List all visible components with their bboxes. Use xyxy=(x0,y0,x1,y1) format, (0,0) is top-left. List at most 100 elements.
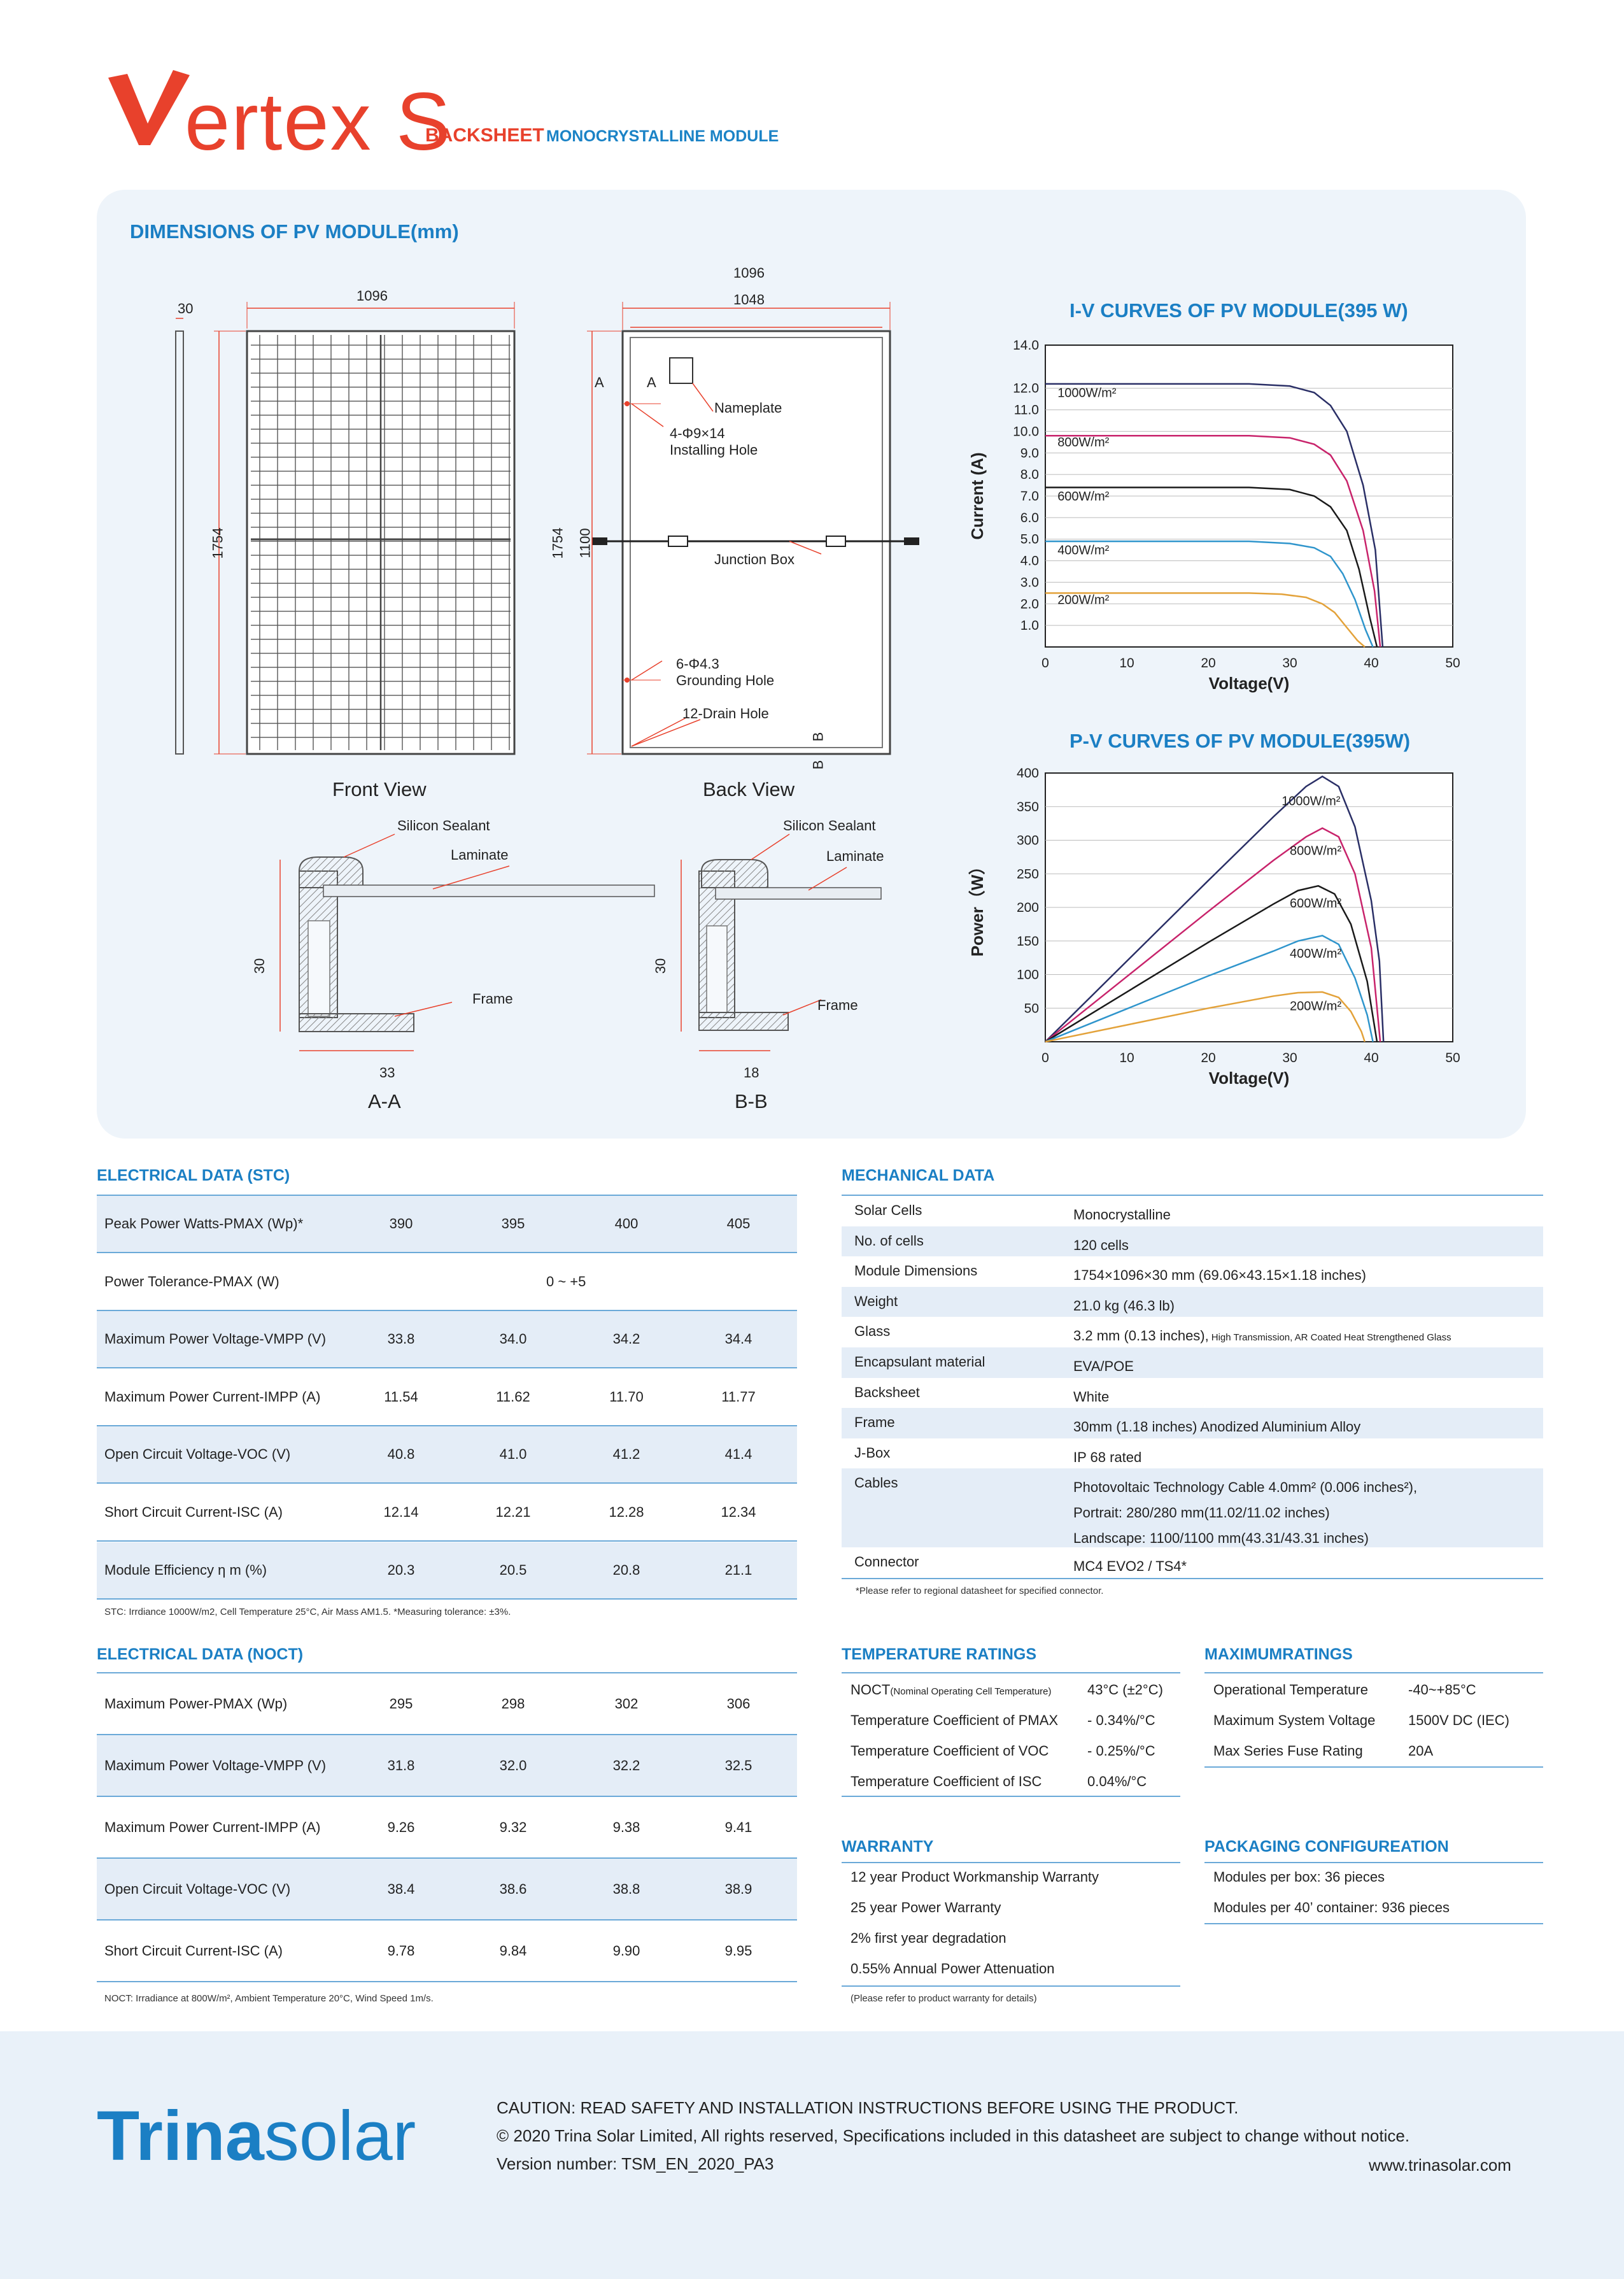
side-thickness-label: 30 xyxy=(178,301,194,316)
noct-value: 9.90 xyxy=(612,1942,640,1959)
noct-value: 32.2 xyxy=(612,1757,640,1773)
maximum-row: Maximum System Voltage 1500V DC (IEC) xyxy=(1204,1705,1543,1736)
mechanical-value-small: High Transmission, AR Coated Heat Streng… xyxy=(1211,1332,1451,1344)
section-b-b xyxy=(681,834,882,1051)
y-tick-label: 7.0 xyxy=(1020,489,1039,504)
noct-value: 302 xyxy=(614,1695,639,1712)
noct-row-label: Maximum Power Voltage-VMPP (V) xyxy=(104,1757,327,1773)
mechanical-label: Weight xyxy=(854,1293,898,1309)
warranty-item: 0.55% Annual Power Attenuation xyxy=(851,1961,1055,1977)
aa-frame-label: Frame xyxy=(472,991,513,1007)
noct-row-label: Open Circuit Voltage-VOC (V) xyxy=(104,1880,291,1897)
y-tick-label: 350 xyxy=(1017,800,1039,814)
hole-span-label: 1100 xyxy=(577,528,593,558)
mechanical-value: 1754×1096×30 mm (69.06×43.15×1.18 inches… xyxy=(1073,1263,1366,1288)
warranty-title: WARRANTY xyxy=(842,1838,934,1856)
stc-row: Module Efficiency η m (%) 20.3 20.5 20.8 21.… xyxy=(97,1542,797,1598)
stc-value: 11.62 xyxy=(496,1388,530,1405)
table-rule xyxy=(97,1598,797,1600)
x-tick-label: 20 xyxy=(1201,656,1215,671)
x-axis-label: Voltage(V) xyxy=(1209,1069,1290,1088)
mechanical-label: Connector xyxy=(854,1554,919,1570)
x-tick-label: 40 xyxy=(1364,1051,1378,1065)
mechanical-value-text: Photovoltaic Technology Cable 4.0mm² (0.… xyxy=(1073,1479,1418,1496)
noct-value: 9.95 xyxy=(724,1942,752,1959)
mechanical-value-text: IP 68 rated xyxy=(1073,1449,1142,1465)
series-label: 800W/m² xyxy=(1290,844,1341,858)
maximum-title: MAXIMUMRATINGS xyxy=(1204,1645,1353,1663)
mechanical-row: Encapsulant material EVA/POE xyxy=(842,1347,1543,1378)
series-label: 1000W/m² xyxy=(1057,386,1117,400)
y-tick-label: 8.0 xyxy=(1020,467,1039,482)
mechanical-value: EVA/POE xyxy=(1073,1354,1134,1379)
table-rule xyxy=(97,1540,797,1542)
mechanical-value-text: 1754×1096×30 mm (69.06×43.15×1.18 inches… xyxy=(1073,1267,1366,1284)
front-view-caption: Front View xyxy=(332,778,427,800)
maximum-value: 20A xyxy=(1408,1743,1434,1759)
stc-value: 11.54 xyxy=(384,1388,418,1405)
y-tick-label: 300 xyxy=(1017,834,1039,848)
mechanical-label: No. of cells xyxy=(854,1232,924,1249)
y-tick-label: 2.0 xyxy=(1020,597,1039,611)
series-line xyxy=(1045,383,1384,648)
junction-box-label: Junction Box xyxy=(714,551,794,567)
stc-value: 395 xyxy=(501,1216,525,1232)
warranty-item: 12 year Product Workmanship Warranty xyxy=(851,1869,1099,1885)
stc-value: 34.4 xyxy=(724,1331,752,1347)
noct-row: Maximum Power Current-IMPP (A) 9.26 9.32 9.… xyxy=(97,1797,797,1857)
y-tick-label: 10.0 xyxy=(1013,424,1039,439)
table-rule xyxy=(97,1252,797,1253)
stc-value: 41.4 xyxy=(724,1446,752,1463)
x-tick-label: 10 xyxy=(1119,656,1134,671)
maximum-row: Operational Temperature -40~+85°C xyxy=(1204,1675,1543,1705)
section-b-top: B xyxy=(810,732,826,742)
mechanical-value-line2: Portrait: 280/280 mm(11.02/11.02 inches) xyxy=(1073,1505,1330,1521)
mechanical-value: White xyxy=(1073,1384,1109,1410)
series-label: 800W/m² xyxy=(1057,436,1109,450)
section-a-a xyxy=(279,834,655,1051)
temperature-row: Temperature Coefficient of ISC 0.04%/°C xyxy=(842,1766,1180,1797)
bb-height-label: 30 xyxy=(653,958,669,974)
stc-row-label: Power Tolerance-PMAX (W) xyxy=(104,1273,279,1289)
mechanical-row: No. of cells 120 cells xyxy=(842,1226,1543,1257)
series-label: 200W/m² xyxy=(1290,999,1341,1013)
mechanical-row: Solar Cells Monocrystalline xyxy=(842,1196,1543,1226)
table-rule xyxy=(1204,1672,1543,1673)
x-tick-label: 40 xyxy=(1364,656,1378,671)
table-rule xyxy=(1204,1766,1543,1768)
series-line xyxy=(1045,434,1381,648)
noct-value: 32.5 xyxy=(724,1757,752,1773)
mechanical-label: Cables xyxy=(854,1475,898,1491)
noct-value: 38.9 xyxy=(724,1880,752,1897)
grounding-hole-spec: 6-Φ4.3 xyxy=(676,656,719,672)
front-view xyxy=(214,302,516,755)
mechanical-value-text: 3.2 mm (0.13 inches), xyxy=(1073,1328,1209,1344)
stc-value: 12.21 xyxy=(495,1504,531,1520)
y-tick-label: 100 xyxy=(1017,968,1039,983)
stc-row-label: Module Efficiency η m (%) xyxy=(104,1561,267,1578)
stc-row-label: Maximum Power Voltage-VMPP (V) xyxy=(104,1331,327,1347)
noct-value: 298 xyxy=(501,1695,525,1712)
y-tick-label: 12.0 xyxy=(1013,381,1039,396)
table-rule xyxy=(97,1424,797,1426)
iv-chart: 1.0 2.0 3.0 4.0 5.0 6.0 7.0 8.0 9.0 10.0 11.0 12.0 1… xyxy=(968,338,1460,693)
table-rule xyxy=(842,1985,1180,1987)
module-drawings xyxy=(175,302,919,1051)
nameplate-label: Nameplate xyxy=(714,400,782,416)
stc-row-label: Peak Power Watts-PMAX (Wp)* xyxy=(104,1216,304,1232)
installing-hole-spec: 4-Φ9×14 xyxy=(670,425,725,441)
temperature-label-text: Temperature Coefficient of VOC xyxy=(851,1743,1049,1759)
x-tick-label: 30 xyxy=(1282,1051,1297,1065)
table-rule xyxy=(842,1195,1543,1196)
product-type-module: MONOCRYSTALLINE MODULE xyxy=(546,127,779,145)
maximum-row: Max Series Fuse Rating 20A xyxy=(1204,1736,1543,1766)
stc-row: Open Circuit Voltage-VOC (V) 40.8 41.0 41.2… xyxy=(97,1426,797,1483)
stc-row: Maximum Power Current-IMPP (A) 11.54 11.62… xyxy=(97,1369,797,1425)
website-link[interactable]: www.trinasolar.com xyxy=(1369,2155,1511,2175)
stc-value: 33.8 xyxy=(387,1331,415,1347)
table-rule xyxy=(842,1672,1180,1673)
back-outer-width-label: 1096 xyxy=(733,265,765,281)
trina-logo-bold: Trina xyxy=(97,2097,264,2175)
side-view xyxy=(175,318,184,755)
section-a-bottom: A xyxy=(647,374,656,390)
